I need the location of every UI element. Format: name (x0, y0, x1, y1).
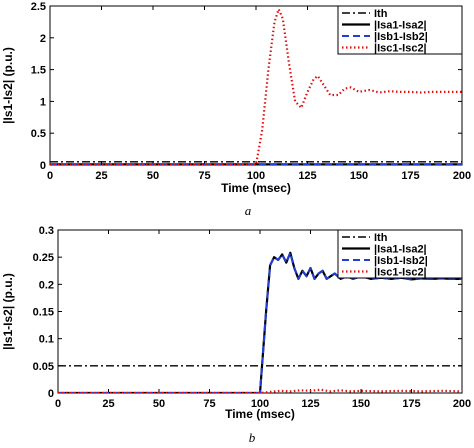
legend-label: |Isb1-Isb2| (374, 31, 428, 43)
x-tick-label: 125 (298, 170, 316, 182)
x-tick-label: 75 (198, 170, 210, 182)
y-axis-label: |Is1-Is2| (p.u.) (1, 47, 15, 124)
x-tick-label: 50 (147, 170, 159, 182)
y-axis-label: |Is1-Is2| (p.u.) (1, 273, 15, 350)
y-tick-label: 0.25 (33, 252, 54, 264)
x-tick-label: 50 (153, 398, 165, 410)
x-axis-label: Time (msec) (225, 407, 295, 421)
x-tick-label: 25 (102, 398, 114, 410)
legend-label: |Isa1-Isa2| (374, 20, 427, 32)
x-tick-label: 150 (350, 170, 368, 182)
x-tick-label: 175 (401, 170, 419, 182)
series-line-isb1-isb2 (58, 251, 462, 393)
legend-label: Ith (374, 8, 388, 20)
legend: Ith|Isa1-Isa2||Isb1-Isb2||Isc1-Isc2| (337, 5, 463, 55)
x-tick-label: 125 (301, 398, 319, 410)
y-tick-label: 1 (40, 96, 46, 108)
y-tick-label: 0.2 (39, 279, 54, 291)
x-tick-label: 100 (247, 170, 265, 182)
legend-label: |Isb1-Isb2| (374, 255, 428, 267)
panel-caption: a (245, 203, 252, 218)
y-tick-label: 0.1 (39, 334, 54, 346)
y-tick-label: 2 (40, 33, 46, 45)
panel-caption: b (249, 430, 256, 445)
chart-panel-a: 0 25 50 75 100 125 150 175 200 0 0.5 1 1.5 2 2.5 Time (… (1, 1, 471, 218)
y-tick-label: 0 (40, 160, 46, 172)
x-tick-label: 200 (453, 170, 471, 182)
x-axis-label: Time (msec) (221, 181, 291, 195)
x-tick-label: 0 (47, 170, 53, 182)
x-tick-label: 200 (453, 398, 471, 410)
y-tick-label: 0 (48, 388, 54, 400)
x-tick-label: 175 (402, 398, 420, 410)
y-tick-label: 2.5 (31, 1, 46, 13)
legend-label: |Isc1-Isc2| (374, 43, 427, 55)
chart-panel-b: 0 25 50 75 100 125 150 175 200 0 0.05 0.1 0.15 0.2 0.2… (1, 225, 471, 445)
legend-label: Ith (374, 232, 388, 244)
legend: Ith|Isa1-Isa2||Isb1-Isb2||Isc1-Isc2| (337, 229, 463, 279)
x-tick-label: 0 (55, 398, 61, 410)
y-tick-label: 0.05 (33, 361, 54, 373)
legend-label: |Isa1-Isa2| (374, 244, 427, 256)
legend-label: |Isc1-Isc2| (374, 267, 427, 279)
legend-box (337, 229, 463, 279)
x-tick-label: 75 (203, 398, 215, 410)
legend-box (337, 5, 463, 55)
y-tick-label: 0.15 (33, 307, 54, 319)
x-tick-label: 150 (352, 398, 370, 410)
series-line-isc1-isc2 (58, 388, 462, 393)
y-tick-label: 1.5 (31, 65, 46, 77)
y-tick-label: 0.3 (39, 225, 54, 237)
x-tick-label: 25 (95, 170, 107, 182)
x-tick-label: 100 (251, 398, 269, 410)
y-tick-label: 0.5 (31, 128, 46, 140)
